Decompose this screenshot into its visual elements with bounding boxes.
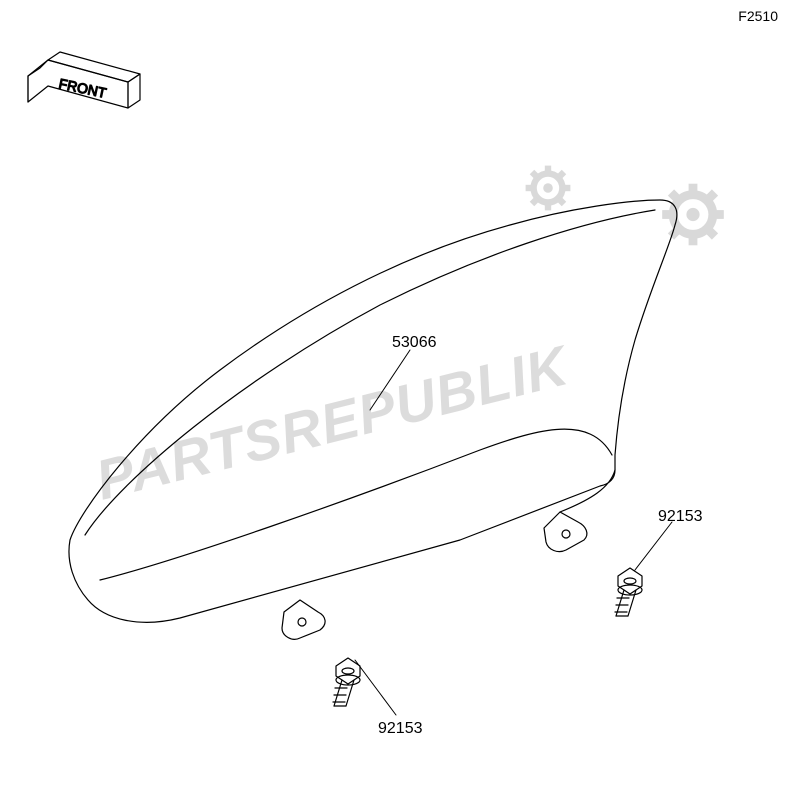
leader-lines	[355, 350, 672, 715]
front-arrow-label: FRONT	[57, 75, 108, 101]
diagram-drawing: FRONT	[0, 0, 790, 799]
bolt-bottom	[333, 658, 360, 706]
bolt-right	[615, 568, 642, 616]
seat-shape	[69, 200, 677, 639]
